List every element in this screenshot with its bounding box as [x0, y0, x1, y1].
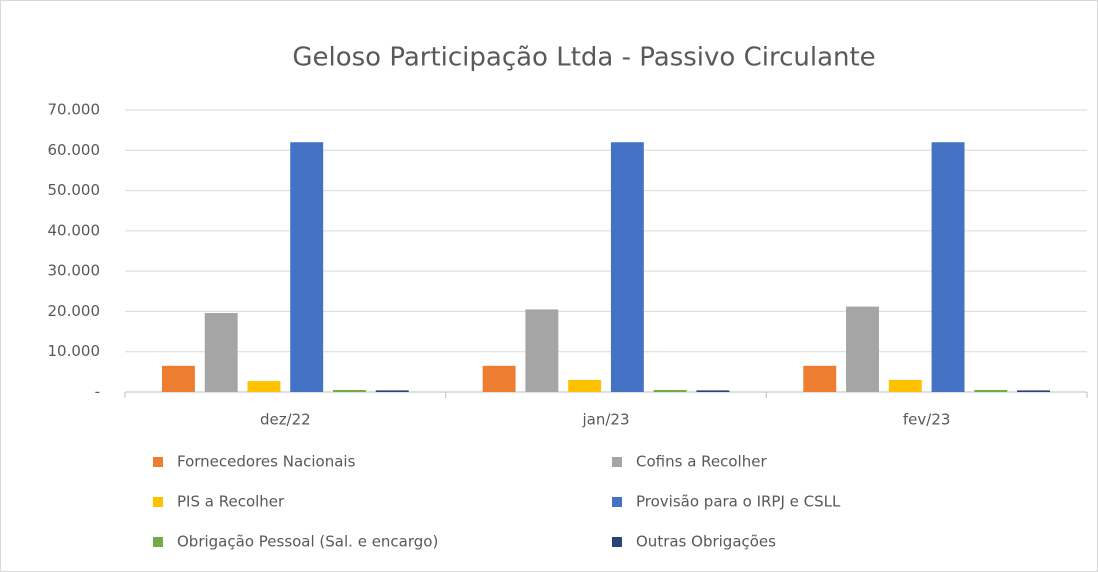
legend-swatch	[153, 537, 163, 547]
bar	[803, 365, 837, 392]
bar	[568, 379, 602, 392]
legend-swatch	[612, 497, 622, 507]
legend-label: Cofins a Recolher	[636, 453, 767, 471]
y-tick-label: 70.000	[48, 101, 101, 119]
y-tick-label: -	[95, 383, 100, 401]
bar	[161, 365, 195, 392]
legend-swatch	[612, 457, 622, 467]
legend-label: PIS a Recolher	[177, 493, 285, 511]
bar	[610, 142, 644, 392]
bar	[846, 306, 879, 392]
y-tick-label: 40.000	[48, 221, 101, 239]
bar	[333, 389, 366, 392]
bar	[247, 381, 281, 392]
legend-swatch	[153, 457, 163, 467]
y-tick-label: 30.000	[48, 262, 101, 280]
bar	[375, 390, 409, 392]
bar	[653, 389, 687, 392]
y-tick-label: 60.000	[48, 141, 101, 159]
bar	[974, 389, 1008, 392]
y-tick-label: 10.000	[48, 342, 101, 360]
bar	[931, 142, 965, 392]
legend-swatch	[153, 497, 163, 507]
y-tick-label: 50.000	[48, 181, 101, 199]
bar	[888, 379, 922, 392]
x-tick-label: jan/23	[581, 411, 629, 429]
legend-label: Outras Obrigações	[636, 533, 776, 551]
bar	[290, 142, 324, 392]
chart-title: Geloso Participação Ltda - Passivo Circu…	[292, 43, 875, 73]
bar	[204, 313, 238, 392]
bar	[696, 390, 730, 392]
y-tick-label: 20.000	[48, 302, 101, 320]
bar	[1017, 390, 1051, 392]
legend-swatch	[612, 537, 622, 547]
bar	[525, 309, 559, 392]
bar	[482, 365, 516, 392]
legend-label: Fornecedores Nacionais	[177, 453, 356, 471]
legend-label: Provisão para o IRPJ e CSLL	[636, 493, 841, 511]
legend-label: Obrigação Pessoal (Sal. e encargo)	[177, 533, 438, 551]
x-tick-label: fev/23	[903, 411, 951, 429]
x-tick-label: dez/22	[260, 411, 311, 429]
